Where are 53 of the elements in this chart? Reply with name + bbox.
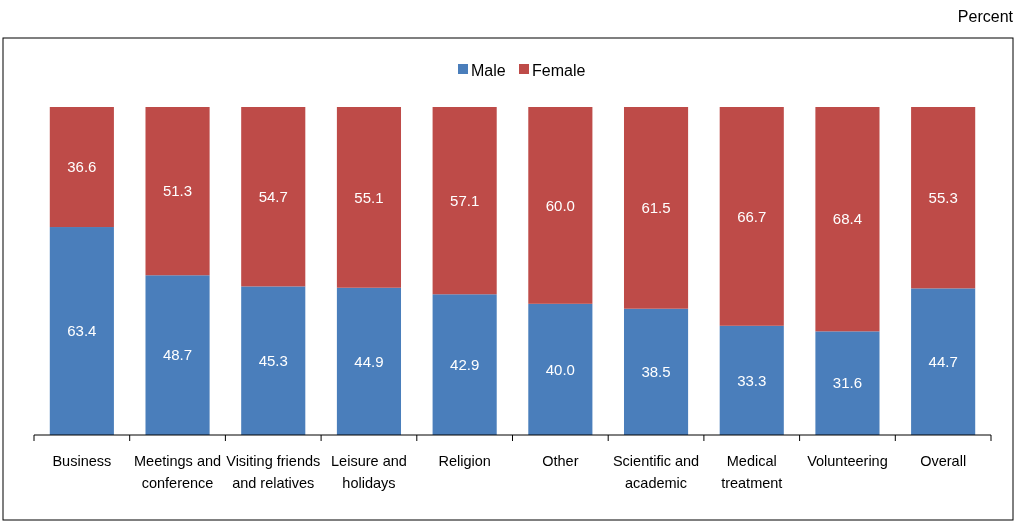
bar bbox=[719, 107, 784, 326]
bar bbox=[336, 107, 402, 288]
x-tick-label: Leisure and holidays bbox=[331, 453, 407, 491]
text: Percent bbox=[957, 8, 1014, 25]
data-label: 68.4 bbox=[832, 210, 863, 228]
data-label: 45.3 bbox=[258, 351, 288, 369]
x-tick-label: Religion bbox=[438, 453, 491, 469]
bar bbox=[719, 325, 784, 435]
data-label: 54.7 bbox=[258, 187, 288, 205]
bar bbox=[432, 294, 497, 435]
data-label: 38.5 bbox=[641, 363, 671, 381]
x-tick-label: Volunteering bbox=[807, 453, 888, 469]
bar bbox=[815, 331, 880, 435]
bar bbox=[911, 107, 976, 289]
bar bbox=[241, 286, 306, 435]
bar bbox=[623, 107, 689, 309]
bar bbox=[241, 107, 306, 287]
x-tick-label: Business bbox=[52, 453, 112, 469]
x-tick-label: Medical treatment bbox=[721, 453, 783, 491]
data-label: 33.3 bbox=[737, 371, 767, 389]
bar bbox=[145, 275, 210, 435]
data-label: 60.0 bbox=[545, 196, 575, 214]
bar bbox=[911, 288, 976, 435]
bar bbox=[528, 107, 593, 304]
x-tick-label: Other bbox=[542, 453, 579, 469]
data-label: 63.4 bbox=[67, 322, 97, 340]
data-label: 55.1 bbox=[354, 188, 384, 206]
bar bbox=[49, 227, 114, 435]
data-label: 66.7 bbox=[737, 207, 767, 225]
bar bbox=[432, 107, 497, 295]
legend-label: Female bbox=[532, 61, 586, 79]
data-label: 40.0 bbox=[545, 360, 575, 378]
bar bbox=[815, 107, 880, 332]
bar bbox=[336, 287, 402, 435]
data-label: 44.7 bbox=[928, 352, 958, 370]
data-label: 55.3 bbox=[928, 188, 958, 206]
x-tick-label: Visiting friends and relatives bbox=[226, 453, 321, 491]
data-label: 31.6 bbox=[832, 374, 863, 392]
data-label: 36.6 bbox=[67, 158, 97, 176]
legend-label: Male bbox=[471, 61, 506, 79]
bar bbox=[145, 107, 210, 276]
x-tick-label: Meetings and conference bbox=[134, 453, 222, 491]
data-label: 44.9 bbox=[354, 352, 384, 370]
data-label: 51.3 bbox=[162, 182, 193, 200]
data-label: 61.5 bbox=[641, 199, 671, 217]
bar bbox=[528, 303, 593, 435]
data-label: 48.7 bbox=[162, 346, 193, 364]
data-label: 57.1 bbox=[450, 191, 480, 209]
x-tick-label: Scientific and academic bbox=[612, 453, 700, 491]
x-tick-label: Overall bbox=[920, 453, 967, 469]
bar bbox=[49, 107, 114, 228]
data-label: 42.9 bbox=[450, 355, 480, 373]
bar bbox=[623, 308, 689, 435]
